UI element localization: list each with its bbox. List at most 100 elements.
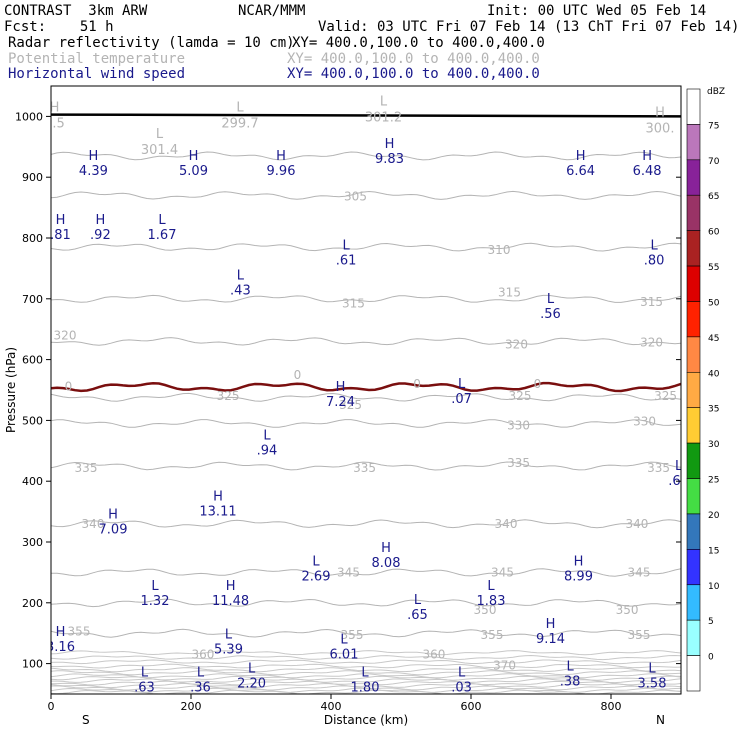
colorbar-swatch (686, 301, 701, 338)
colorbar-swatch (686, 619, 701, 656)
theta-label: 325 (509, 389, 532, 403)
y-tick-label: 1000 (15, 110, 43, 123)
wind-extremum-value: 1.80 (351, 681, 380, 696)
theta-extremum-type: L (156, 127, 164, 142)
wind-extremum: L.56 (540, 292, 561, 322)
field-wind-xy: XY= 400.0,100.0 to 400.0,400.0 (287, 66, 540, 82)
wind-extremum: H4.39 (79, 149, 108, 179)
wind-extremum-value: 1.32 (141, 594, 170, 609)
wind-extremum-type: H (276, 149, 286, 164)
wind-extremum-value: 13.11 (199, 504, 236, 519)
wind-extremum: L1.80 (351, 666, 380, 696)
y-tick-label: 400 (22, 475, 43, 488)
wind-extremum: H6.64 (566, 149, 595, 179)
wind-extremum: H9.96 (267, 149, 296, 179)
wind-extremum: H8.08 (372, 541, 401, 571)
wind-extremum-type: L (197, 666, 205, 681)
colorbar-swatch (686, 194, 701, 231)
wind-extremum-value: .63 (134, 681, 155, 696)
wind-extremum-type: L (566, 660, 574, 675)
theta-contour (51, 680, 681, 686)
wind-extremum-value: 2.69 (302, 569, 331, 584)
colorbar-swatch (686, 336, 701, 373)
wind-extremum-type: L (342, 238, 350, 253)
theta-extremum-value: 301.2 (365, 111, 402, 126)
wind-extremum-value: 9.14 (536, 632, 565, 647)
title-center: NCAR/MMM (238, 3, 306, 19)
wind-extremum: L2.20 (237, 661, 266, 691)
theta-label: 325 (339, 398, 362, 412)
wind-extremum-value: .65 (407, 608, 428, 623)
y-axis-label: Pressure (hPa) (4, 347, 18, 433)
forecast-hour: Fcst: 51 h (4, 19, 114, 35)
theta-label: 335 (75, 461, 98, 475)
theta-label: 350 (616, 603, 639, 617)
axes: 100 200 300 400 500 600 700 800 900 1000 0 200 400 60… (15, 110, 681, 713)
theta-label: 330 (633, 415, 656, 429)
theta-contour (51, 519, 681, 529)
colorbar-swatch (686, 265, 701, 302)
wind-extremum: L1.67 (148, 213, 177, 243)
wind-extremum: H3.16 (51, 625, 75, 655)
field-wind: Horizontal wind speed (8, 66, 186, 82)
theta-contour (51, 667, 681, 673)
wind-extremum-type: H (336, 380, 346, 395)
y-tick-label: 200 (22, 597, 43, 610)
init-time: Init: 00 UTC Wed 05 Feb 14 (487, 3, 707, 19)
wind-extremum-type: L (141, 666, 149, 681)
wind-extremum-value: .03 (451, 681, 472, 696)
wind-extremum-value: 3.58 (638, 676, 667, 691)
theta-contour (51, 675, 681, 681)
colorbar-swatch (686, 88, 701, 125)
colorbar-swatch (686, 442, 701, 479)
colorbar-unit: dBZ (707, 87, 725, 97)
wind-extremum-value: 2.20 (237, 676, 266, 691)
theta-label: 335 (353, 461, 376, 475)
theta-label: 0 (294, 368, 302, 382)
wind-extremum: L.43 (230, 269, 251, 299)
field-theta: Potential temperature (8, 51, 186, 67)
colorbar-label: 70 (708, 157, 720, 167)
colorbar-swatch (686, 371, 701, 409)
theta-contours (51, 151, 681, 694)
theta-label: 310 (488, 243, 511, 257)
wind-extremum-value: 5.39 (214, 642, 243, 657)
wind-extremum-value: .56 (540, 307, 561, 322)
colorbar-swatch (686, 549, 701, 586)
wind-extremum: L.03 (451, 666, 472, 696)
wind-extremum: H8.99 (564, 554, 593, 584)
theta-label: 345 (628, 565, 651, 579)
x-tick-label: 800 (601, 700, 622, 713)
theta-label: 350 (474, 603, 497, 617)
colorbar-label: 0 (708, 653, 714, 663)
wind-extremum-type: H (385, 137, 395, 152)
wind-extremum: H11.48 (212, 579, 249, 609)
theta-label: 345 (491, 565, 514, 579)
wind-extremum: H9.14 (536, 617, 565, 647)
theta-label: 305 (344, 190, 367, 204)
wind-extremum: L1.32 (141, 579, 170, 609)
colorbar-label: 10 (708, 582, 720, 592)
wind-extremum-type: L (675, 459, 683, 474)
wind-extremum: H7.24 (326, 380, 355, 410)
theta-label: 315 (498, 286, 521, 300)
theta-label: 315 (640, 295, 663, 309)
wind-extremum: L2.69 (302, 554, 331, 584)
theta-extremum-type: L (380, 95, 388, 110)
theta-label: 325 (654, 389, 677, 403)
wind-extremum-type: L (158, 213, 166, 228)
colorbar-label: 65 (708, 192, 719, 202)
theta-contour (51, 682, 681, 689)
plot-frame (50, 85, 682, 695)
theta-contour (51, 685, 681, 691)
endpoint-north: N (656, 713, 665, 727)
y-tick-label: 700 (22, 293, 43, 306)
wind-extremum: L.80 (644, 238, 665, 268)
colorbar-swatch (686, 513, 701, 550)
theta-label: 340 (625, 517, 648, 531)
theta-extremum-type: H (655, 106, 665, 121)
wind-extremum: L.65 (407, 593, 428, 623)
wind-extremum-type: L (237, 269, 245, 284)
